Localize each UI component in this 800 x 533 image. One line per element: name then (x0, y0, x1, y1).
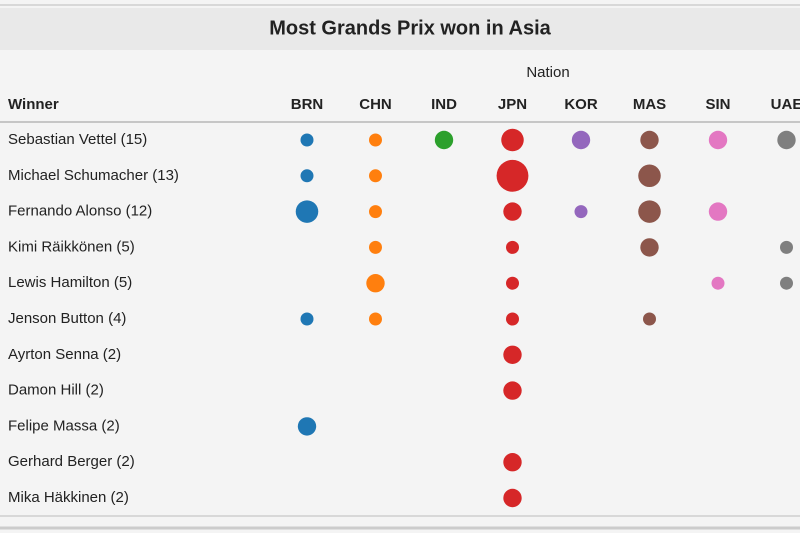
row-label: Damon Hill (2) (8, 382, 104, 399)
dot (506, 276, 519, 290)
column-label: IND (431, 96, 457, 113)
dot (503, 453, 522, 472)
dot (300, 312, 314, 326)
dot (506, 240, 519, 254)
dot (369, 312, 382, 326)
column-label: SIN (705, 96, 730, 113)
dot (503, 488, 522, 508)
row-label: Felipe Massa (2) (8, 417, 120, 434)
chart-title: Most Grands Prix won in Asia (269, 17, 551, 39)
dot (640, 238, 659, 257)
dot (434, 130, 454, 150)
row-label: Kimi Räikkönen (5) (8, 238, 135, 255)
dot (503, 202, 522, 221)
dot (506, 312, 519, 326)
column-header: Nation (526, 64, 569, 81)
row-label: Mika Häkkinen (2) (8, 489, 129, 506)
row-label: Gerhard Berger (2) (8, 453, 135, 470)
dot (369, 169, 382, 183)
dot (643, 312, 656, 326)
dot (366, 274, 385, 293)
row-label: Fernando Alonso (12) (8, 203, 152, 220)
dot (503, 345, 522, 364)
title-bar (0, 8, 800, 50)
row-label: Ayrton Senna (2) (8, 346, 121, 363)
dot (708, 202, 728, 221)
dot (777, 130, 796, 150)
dot (780, 240, 793, 254)
row-label: Sebastian Vettel (15) (8, 131, 147, 148)
dot (638, 164, 661, 188)
column-label: CHN (359, 96, 392, 113)
dot (638, 200, 661, 223)
dot (571, 130, 591, 150)
column-label: JPN (498, 96, 527, 113)
dot (708, 130, 728, 150)
row-header: Winner (8, 96, 59, 113)
row-label: Jenson Button (4) (8, 310, 126, 327)
dot (496, 159, 529, 192)
dot (503, 381, 522, 400)
row-label: Michael Schumacher (13) (8, 167, 179, 184)
row-label: Lewis Hamilton (5) (8, 274, 132, 291)
dot (369, 205, 382, 219)
dot (501, 128, 524, 152)
dot (295, 200, 319, 223)
dot (300, 169, 314, 183)
dot (640, 130, 659, 150)
dot (369, 133, 382, 147)
dot (574, 205, 588, 219)
dot (780, 276, 793, 290)
column-label: MAS (633, 96, 666, 113)
dot (369, 240, 382, 254)
column-label: UAE (771, 96, 800, 113)
dot (300, 133, 314, 147)
dot (297, 417, 317, 436)
column-label: BRN (291, 96, 324, 113)
dot (711, 276, 725, 290)
column-label: KOR (564, 96, 598, 113)
